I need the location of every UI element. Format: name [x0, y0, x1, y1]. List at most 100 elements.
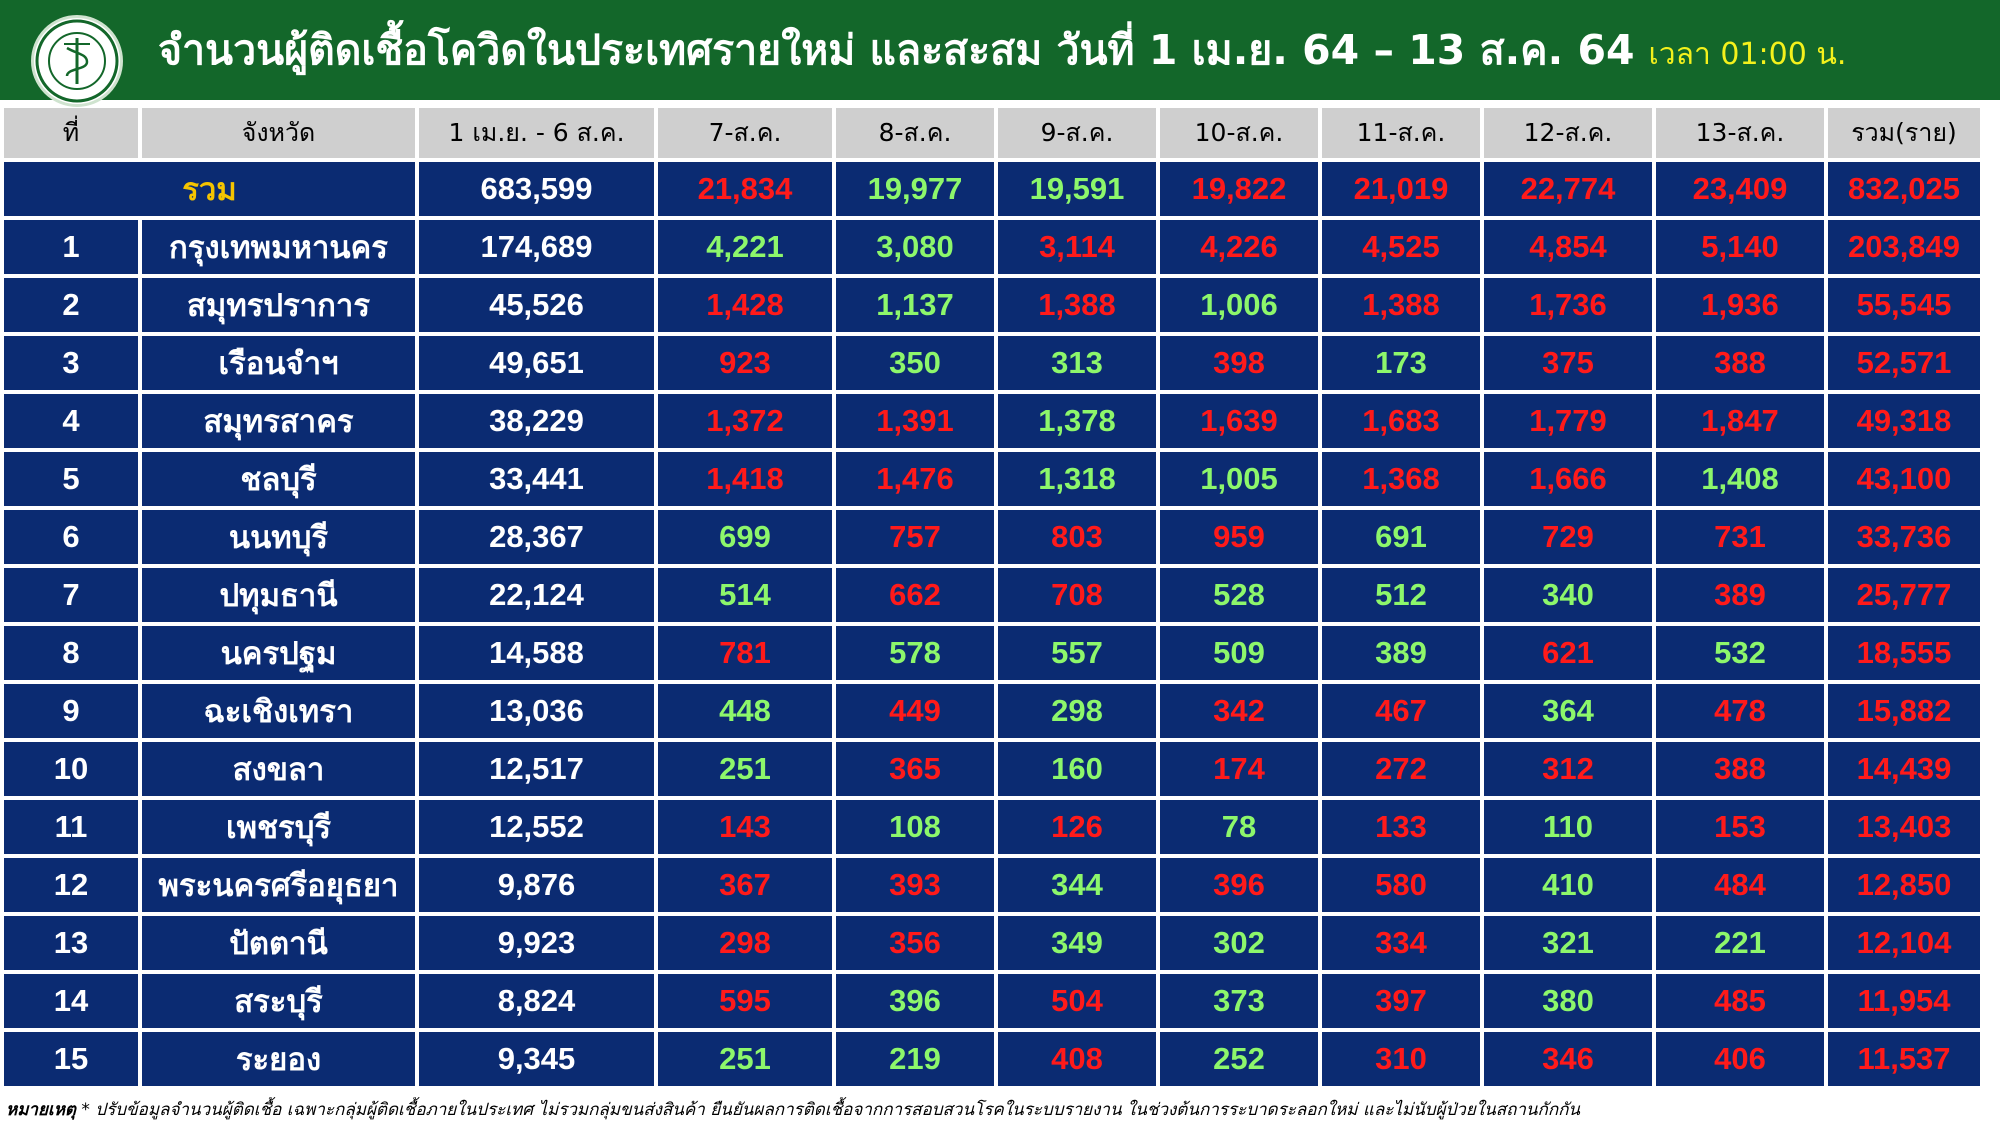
total-day-cell: 21,834 — [658, 162, 832, 216]
col-header-day-6: 12-ส.ค. — [1484, 108, 1652, 158]
total-count: 11,954 — [1828, 974, 1980, 1028]
daily-count: 408 — [998, 1032, 1156, 1086]
province-name: สระบุรี — [142, 974, 415, 1028]
table-row: 7 ปทุมธานี 22,124 514 662 708 528 512 340 389 25,7… — [4, 568, 1980, 622]
daily-count: 621 — [1484, 626, 1652, 680]
province-name: ปทุมธานี — [142, 568, 415, 622]
daily-count: 126 — [998, 800, 1156, 854]
daily-count: 532 — [1656, 626, 1824, 680]
total-day-cell: 19,591 — [998, 162, 1156, 216]
daily-count: 4,525 — [1322, 220, 1480, 274]
total-count: 11,537 — [1828, 1032, 1980, 1086]
table-row: 9 ฉะเชิงเทรา 13,036 448 449 298 342 467 364 478 15… — [4, 684, 1980, 738]
daily-count: 514 — [658, 568, 832, 622]
row-number: 8 — [4, 626, 138, 680]
daily-count: 1,683 — [1322, 394, 1480, 448]
total-day-cell: 19,977 — [836, 162, 994, 216]
daily-count: 153 — [1656, 800, 1824, 854]
daily-count: 708 — [998, 568, 1156, 622]
table-row: 3 เรือนจำฯ 49,651 923 350 313 398 173 375 388 52,5… — [4, 336, 1980, 390]
total-day-cell: 21,019 — [1322, 162, 1480, 216]
row-number: 15 — [4, 1032, 138, 1086]
total-count: 25,777 — [1828, 568, 1980, 622]
footnote-text: * ปรับข้อมูลจำนวนผู้ติดเชื้อ เฉพาะกลุ่มผ… — [81, 1100, 1581, 1120]
col-header-no: ที่ — [4, 108, 138, 158]
daily-count: 375 — [1484, 336, 1652, 390]
daily-count: 219 — [836, 1032, 994, 1086]
daily-count: 272 — [1322, 742, 1480, 796]
daily-count: 3,114 — [998, 220, 1156, 274]
daily-count: 108 — [836, 800, 994, 854]
daily-count: 1,388 — [1322, 278, 1480, 332]
row-number: 12 — [4, 858, 138, 912]
daily-count: 251 — [658, 742, 832, 796]
daily-count: 1,736 — [1484, 278, 1652, 332]
row-number: 13 — [4, 916, 138, 970]
daily-count: 578 — [836, 626, 994, 680]
daily-count: 729 — [1484, 510, 1652, 564]
daily-count: 298 — [658, 916, 832, 970]
daily-count: 173 — [1322, 336, 1480, 390]
base-count: 49,651 — [419, 336, 654, 390]
province-name: ชลบุรี — [142, 452, 415, 506]
daily-count: 396 — [836, 974, 994, 1028]
col-header-day-7: 13-ส.ค. — [1656, 108, 1824, 158]
daily-count: 410 — [1484, 858, 1652, 912]
daily-count: 396 — [1160, 858, 1318, 912]
daily-count: 221 — [1656, 916, 1824, 970]
total-count: 55,545 — [1828, 278, 1980, 332]
row-number: 5 — [4, 452, 138, 506]
daily-count: 349 — [998, 916, 1156, 970]
daily-count: 509 — [1160, 626, 1318, 680]
province-name: นครปฐม — [142, 626, 415, 680]
base-count: 9,876 — [419, 858, 654, 912]
base-count: 8,824 — [419, 974, 654, 1028]
table-row: 2 สมุทรปราการ 45,526 1,428 1,137 1,388 1,006 1,… — [4, 278, 1980, 332]
daily-count: 449 — [836, 684, 994, 738]
row-number: 2 — [4, 278, 138, 332]
base-count: 28,367 — [419, 510, 654, 564]
daily-count: 4,221 — [658, 220, 832, 274]
total-sum: 832,025 — [1828, 162, 1980, 216]
daily-count: 174 — [1160, 742, 1318, 796]
daily-count: 1,368 — [1322, 452, 1480, 506]
daily-count: 367 — [658, 858, 832, 912]
footnote: หมายเหตุ * ปรับข้อมูลจำนวนผู้ติดเชื้อ เฉ… — [6, 1096, 1996, 1122]
daily-count: 110 — [1484, 800, 1652, 854]
daily-count: 251 — [658, 1032, 832, 1086]
row-number: 11 — [4, 800, 138, 854]
col-header-day-2: 8-ส.ค. — [836, 108, 994, 158]
title-text: จำนวนผู้ติดเชื้อโควิดในประเทศรายใหม่ และ… — [158, 26, 1635, 74]
col-header-day-3: 9-ส.ค. — [998, 108, 1156, 158]
daily-count: 959 — [1160, 510, 1318, 564]
table-row: 1 กรุงเทพมหานคร 174,689 4,221 3,080 3,114 4,22… — [4, 220, 1980, 274]
daily-count: 321 — [1484, 916, 1652, 970]
page-title: จำนวนผู้ติดเชื้อโควิดในประเทศรายใหม่ และ… — [158, 14, 1846, 86]
total-day-cell: 23,409 — [1656, 162, 1824, 216]
table-row: 5 ชลบุรี 33,441 1,418 1,476 1,318 1,005 1,368 1,… — [4, 452, 1980, 506]
total-row: รวม 683,599 21,834 19,977 19,591 19,822 … — [4, 162, 1980, 216]
total-count: 52,571 — [1828, 336, 1980, 390]
ministry-seal-icon — [31, 15, 123, 107]
base-count: 174,689 — [419, 220, 654, 274]
daily-count: 1,476 — [836, 452, 994, 506]
daily-count: 557 — [998, 626, 1156, 680]
daily-count: 1,372 — [658, 394, 832, 448]
total-count: 14,439 — [1828, 742, 1980, 796]
total-count: 49,318 — [1828, 394, 1980, 448]
daily-count: 1,428 — [658, 278, 832, 332]
daily-count: 334 — [1322, 916, 1480, 970]
daily-count: 1,137 — [836, 278, 994, 332]
daily-count: 397 — [1322, 974, 1480, 1028]
daily-count: 344 — [998, 858, 1156, 912]
daily-count: 691 — [1322, 510, 1480, 564]
province-name: กรุงเทพมหานคร — [142, 220, 415, 274]
base-count: 22,124 — [419, 568, 654, 622]
col-header-day-1: 7-ส.ค. — [658, 108, 832, 158]
daily-count: 731 — [1656, 510, 1824, 564]
table-row: 15 ระยอง 9,345 251 219 408 252 310 346 406 11,537 — [4, 1032, 1980, 1086]
daily-count: 350 — [836, 336, 994, 390]
province-name: สมุทรปราการ — [142, 278, 415, 332]
total-base: 683,599 — [419, 162, 654, 216]
table-row: 10 สงขลา 12,517 251 365 160 174 272 312 388 14,439 — [4, 742, 1980, 796]
